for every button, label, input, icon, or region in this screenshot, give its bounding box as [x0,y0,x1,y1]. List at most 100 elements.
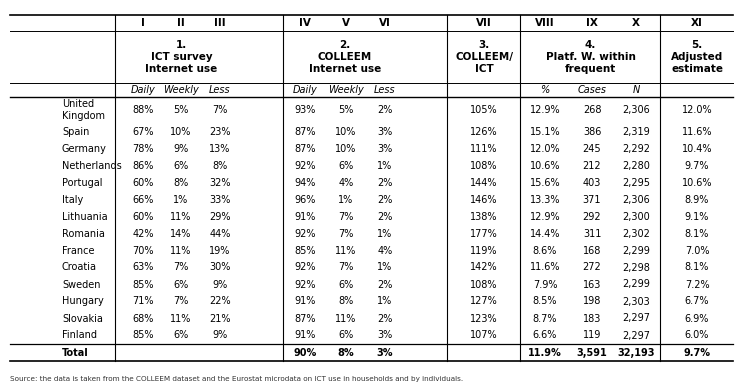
Text: 32,193: 32,193 [617,347,655,357]
Text: IX: IX [586,18,598,28]
Text: 4%: 4% [377,245,393,256]
Text: 44%: 44% [209,228,231,238]
Text: 42%: 42% [132,228,154,238]
Text: 1%: 1% [377,296,393,307]
Text: 245: 245 [582,144,602,154]
Text: 1%: 1% [377,228,393,238]
Text: 127%: 127% [470,296,498,307]
Text: 1%: 1% [173,194,189,205]
Text: 6%: 6% [338,161,354,170]
Text: 85%: 85% [132,331,154,340]
Text: 3.
COLLEEM/
ICT: 3. COLLEEM/ ICT [455,40,513,74]
Text: Hungary: Hungary [62,296,104,307]
Text: 11.6%: 11.6% [530,263,560,273]
Text: 2.
COLLEEM
Internet use: 2. COLLEEM Internet use [309,40,381,74]
Text: 11%: 11% [335,314,357,324]
Text: 19%: 19% [209,245,231,256]
Text: 33%: 33% [209,194,231,205]
Text: 1%: 1% [377,263,393,273]
Text: 8.7%: 8.7% [533,314,557,324]
Text: 107%: 107% [470,331,498,340]
Text: Less: Less [374,85,396,95]
Text: Source: the data is taken from the COLLEEM dataset and the Eurostat microdata on: Source: the data is taken from the COLLE… [10,376,463,382]
Text: 9.7%: 9.7% [684,347,710,357]
Text: 138%: 138% [470,212,498,221]
Text: Netherlands: Netherlands [62,161,122,170]
Text: 8%: 8% [337,347,354,357]
Text: 6%: 6% [338,331,354,340]
Text: 15.1%: 15.1% [530,126,560,137]
Text: 60%: 60% [132,177,154,187]
Text: V: V [342,18,350,28]
Text: 12.0%: 12.0% [530,144,560,154]
Text: Daily: Daily [292,85,317,95]
Text: France: France [62,245,95,256]
Text: 119: 119 [583,331,601,340]
Text: I: I [141,18,145,28]
Text: 163: 163 [583,280,601,289]
Text: 9.1%: 9.1% [684,212,709,221]
Text: 2%: 2% [377,194,393,205]
Text: 8.5%: 8.5% [533,296,557,307]
Text: 90%: 90% [293,347,317,357]
Text: 2,300: 2,300 [622,212,650,221]
Text: 67%: 67% [132,126,154,137]
Text: X: X [632,18,640,28]
Text: 7.0%: 7.0% [684,245,709,256]
Text: 126%: 126% [470,126,498,137]
Text: 68%: 68% [132,314,154,324]
Text: 272: 272 [582,263,602,273]
Text: 2,302: 2,302 [622,228,650,238]
Text: 7%: 7% [338,212,354,221]
Text: 168: 168 [583,245,601,256]
Text: Slovakia: Slovakia [62,314,103,324]
Text: 2,297: 2,297 [622,331,650,340]
Text: 386: 386 [583,126,601,137]
Text: 108%: 108% [470,280,498,289]
Text: 371: 371 [583,194,601,205]
Text: 3,591: 3,591 [576,347,608,357]
Text: 4.
Platf. W. within
frequent: 4. Platf. W. within frequent [545,40,636,74]
Text: IV: IV [299,18,311,28]
Text: 30%: 30% [209,263,231,273]
Text: Romania: Romania [62,228,105,238]
Text: 2,303: 2,303 [622,296,650,307]
Text: 2,280: 2,280 [622,161,650,170]
Text: 5.
Adjusted
estimate: 5. Adjusted estimate [671,40,723,74]
Text: 3%: 3% [377,126,393,137]
Text: 2%: 2% [377,177,393,187]
Text: 96%: 96% [295,194,316,205]
Text: 2,292: 2,292 [622,144,650,154]
Text: 108%: 108% [470,161,498,170]
Text: 7%: 7% [338,263,354,273]
Text: 6%: 6% [338,280,354,289]
Text: 21%: 21% [209,314,231,324]
Text: 87%: 87% [295,126,316,137]
Text: 92%: 92% [295,161,316,170]
Text: 7%: 7% [338,228,354,238]
Text: 91%: 91% [295,296,316,307]
Text: 123%: 123% [470,314,498,324]
Text: 7%: 7% [212,105,228,115]
Text: 1%: 1% [377,161,393,170]
Text: 2%: 2% [377,314,393,324]
Text: Germany: Germany [62,144,107,154]
Text: 22%: 22% [209,296,231,307]
Text: 1.
ICT survey
Internet use: 1. ICT survey Internet use [145,40,218,74]
Text: 12.9%: 12.9% [530,212,560,221]
Text: 85%: 85% [132,280,154,289]
Text: 8.6%: 8.6% [533,245,557,256]
Text: 7.9%: 7.9% [533,280,557,289]
Text: 2,299: 2,299 [622,245,650,256]
Text: Daily: Daily [131,85,155,95]
Text: 2,319: 2,319 [622,126,650,137]
Text: Spain: Spain [62,126,90,137]
Text: 91%: 91% [295,212,316,221]
Text: 8%: 8% [173,177,189,187]
Text: 29%: 29% [209,212,231,221]
Text: 144%: 144% [470,177,498,187]
Text: 66%: 66% [132,194,154,205]
Text: 142%: 142% [470,263,498,273]
Text: Portugal: Portugal [62,177,103,187]
Text: II: II [177,18,185,28]
